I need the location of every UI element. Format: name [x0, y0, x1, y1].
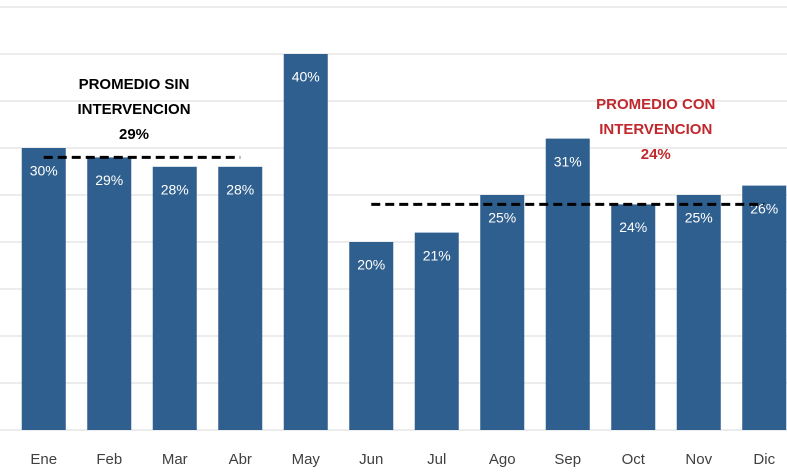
annotation-text: PROMEDIO CON [596, 96, 715, 113]
bar [611, 204, 656, 430]
annotation-text: INTERVENCION [77, 101, 190, 118]
bar [283, 54, 328, 430]
x-tick-label: Sep [554, 451, 581, 468]
annotation-text: INTERVENCION [599, 121, 712, 138]
annotation-value: 29% [119, 126, 149, 143]
bar [152, 166, 197, 431]
x-tick-label: Mar [162, 451, 188, 468]
bar [545, 138, 590, 430]
x-tick-label: Feb [96, 451, 122, 468]
value-label: 40% [292, 69, 320, 85]
value-label: 31% [554, 153, 582, 169]
annotation-text: PROMEDIO SIN [79, 76, 190, 93]
x-tick-label: Dic [753, 451, 775, 468]
x-tick-label: Jun [359, 451, 383, 468]
value-label: 28% [161, 182, 189, 198]
value-label: 25% [488, 210, 516, 226]
annotation-value: 24% [641, 146, 671, 163]
x-tick-label: Ago [489, 451, 516, 468]
bar [414, 232, 459, 430]
bar [218, 166, 263, 431]
x-tick-label: May [292, 451, 321, 468]
bar [480, 195, 525, 430]
x-tick-label: Jul [427, 451, 446, 468]
value-label: 28% [226, 182, 254, 198]
value-label: 20% [357, 257, 385, 273]
bar [349, 242, 394, 430]
x-tick-label: Ene [30, 451, 57, 468]
value-label: 21% [423, 247, 451, 263]
x-tick-label: Oct [622, 451, 646, 468]
bar [21, 148, 66, 430]
bar [87, 157, 132, 430]
value-label: 30% [30, 163, 58, 179]
bar [676, 195, 721, 430]
bar [742, 185, 787, 430]
value-label: 29% [95, 172, 123, 188]
value-label: 26% [750, 200, 778, 216]
x-tick-label: Nov [685, 451, 712, 468]
value-label: 24% [619, 219, 647, 235]
value-label: 25% [685, 210, 713, 226]
x-tick-label: Abr [229, 451, 252, 468]
